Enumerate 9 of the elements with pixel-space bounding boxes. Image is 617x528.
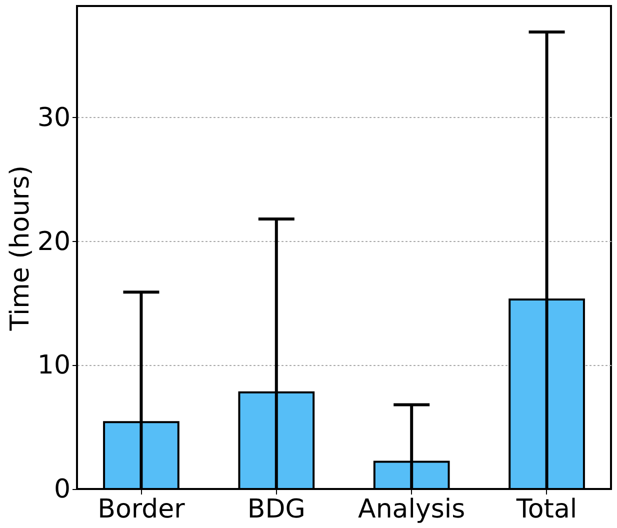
y-tick-label: 30 [37,102,70,133]
y-tick-label: 20 [37,226,70,257]
y-tick-label: 10 [37,350,70,381]
x-tick-label: Border [98,494,186,524]
x-tick-label: Analysis [358,494,466,524]
y-axis-title: Time (hours) [5,165,36,332]
x-tick-label: Total [515,494,578,524]
y-tick-label: 0 [54,474,70,504]
x-tick-label: BDG [247,494,306,524]
